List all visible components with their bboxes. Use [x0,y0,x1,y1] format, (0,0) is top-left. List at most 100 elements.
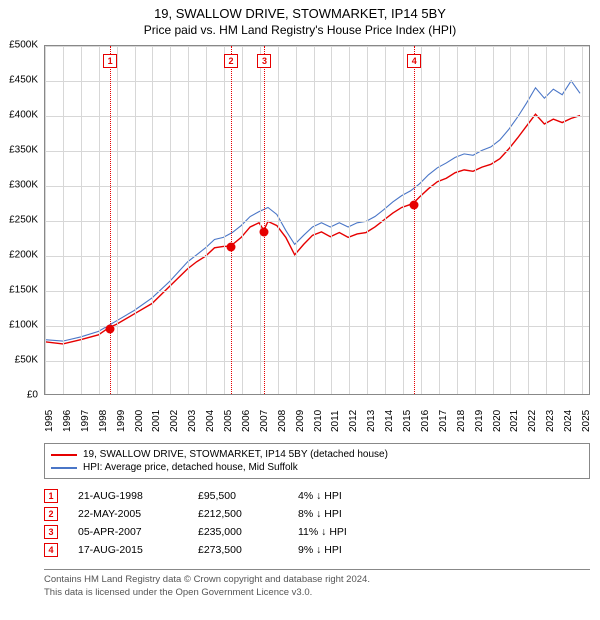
gridline-v [385,46,386,394]
page-title: 19, SWALLOW DRIVE, STOWMARKET, IP14 5BY [0,6,600,21]
y-tick-label: £200K [9,250,38,261]
page-subtitle: Price paid vs. HM Land Registry's House … [0,23,600,37]
y-tick-label: £250K [9,215,38,226]
gridline-v [439,46,440,394]
x-tick-label: 2020 [492,410,503,432]
gridline-v [314,46,315,394]
gridline-v [135,46,136,394]
chart-area: £0£50K£100K£150K£200K£250K£300K£350K£400… [44,45,590,395]
plot: 1234 [44,45,590,395]
price-marker [260,227,269,236]
gridline-v [117,46,118,394]
legend-swatch [51,467,77,469]
page: { "header": { "title": "19, SWALLOW DRIV… [0,0,600,620]
gridline-h [45,291,589,292]
x-tick-label: 2023 [545,410,556,432]
x-tick-label: 2021 [509,410,520,432]
event-price: £235,000 [198,526,298,538]
event-marker-box: 1 [103,54,117,68]
price-marker [106,325,115,334]
gridline-v [546,46,547,394]
gridline-v [493,46,494,394]
y-tick-label: £0 [27,390,38,401]
chart-svg [45,46,589,394]
gridline-v [45,46,46,394]
x-tick-label: 1998 [98,410,109,432]
gridline-h [45,151,589,152]
gridline-h [45,81,589,82]
legend-label: HPI: Average price, detached house, Mid … [83,462,298,473]
y-tick-label: £150K [9,285,38,296]
footer-line-1: Contains HM Land Registry data © Crown c… [44,574,590,587]
x-tick-label: 2007 [259,410,270,432]
x-tick-label: 2022 [527,410,538,432]
gridline-h [45,326,589,327]
event-number-box: 1 [44,489,58,503]
legend-row: 19, SWALLOW DRIVE, STOWMARKET, IP14 5BY … [51,448,583,461]
x-tick-label: 2010 [313,410,324,432]
x-tick-label: 2015 [402,410,413,432]
gridline-v [510,46,511,394]
gridline-v [224,46,225,394]
x-tick-label: 2000 [134,410,145,432]
legend-row: HPI: Average price, detached house, Mid … [51,461,583,474]
gridline-v [403,46,404,394]
event-table-row: 417-AUG-2015£273,5009% ↓ HPI [44,541,590,559]
x-tick-label: 2005 [223,410,234,432]
x-tick-label: 2025 [581,410,592,432]
gridline-v [475,46,476,394]
legend: 19, SWALLOW DRIVE, STOWMARKET, IP14 5BY … [44,443,590,479]
x-tick-label: 2003 [187,410,198,432]
gridline-h [45,46,589,47]
event-line [264,46,265,394]
event-table-row: 222-MAY-2005£212,5008% ↓ HPI [44,505,590,523]
x-tick-label: 2016 [420,410,431,432]
gridline-h [45,186,589,187]
event-price: £95,500 [198,490,298,502]
gridline-v [260,46,261,394]
x-tick-label: 2001 [151,410,162,432]
event-table-row: 1 21-AUG-1998£95,5004% ↓ HPI [44,487,590,505]
x-tick-label: 1995 [44,410,55,432]
gridline-v [331,46,332,394]
gridline-h [45,221,589,222]
x-tick-label: 2014 [384,410,395,432]
event-number-box: 2 [44,507,58,521]
event-date: 21-AUG-1998 [78,490,198,502]
gridline-v [367,46,368,394]
gridline-v [421,46,422,394]
y-tick-label: £350K [9,145,38,156]
event-diff: 11% ↓ HPI [298,526,347,538]
x-tick-label: 2019 [474,410,485,432]
event-line [231,46,232,394]
x-tick-label: 2024 [563,410,574,432]
event-number-box: 3 [44,525,58,539]
gridline-v [242,46,243,394]
event-line [110,46,111,394]
event-date: 05-APR-2007 [78,526,198,538]
event-date: 22-MAY-2005 [78,508,198,520]
x-axis: 1995199619971998199920002001200220032004… [44,402,590,442]
x-tick-label: 2002 [169,410,180,432]
event-table-row: 3 05-APR-2007£235,00011% ↓ HPI [44,523,590,541]
x-tick-label: 1999 [116,410,127,432]
series-line [45,114,580,344]
events-table: 1 21-AUG-1998£95,5004% ↓ HPI 2 22-MAY-2005£… [44,487,590,559]
event-line [414,46,415,394]
event-price: £212,500 [198,508,298,520]
x-tick-label: 2011 [330,410,341,432]
y-tick-label: £50K [15,355,38,366]
y-tick-label: £100K [9,320,38,331]
event-marker-box: 2 [224,54,238,68]
gridline-v [278,46,279,394]
gridline-v [457,46,458,394]
y-tick-label: £500K [9,40,38,51]
x-tick-label: 2013 [366,410,377,432]
event-diff: 4% ↓ HPI [298,490,342,502]
y-tick-label: £300K [9,180,38,191]
gridline-h [45,256,589,257]
y-tick-label: £450K [9,75,38,86]
x-tick-label: 1996 [62,410,73,432]
footer: Contains HM Land Registry data © Crown c… [44,569,590,600]
series-line [45,81,580,341]
